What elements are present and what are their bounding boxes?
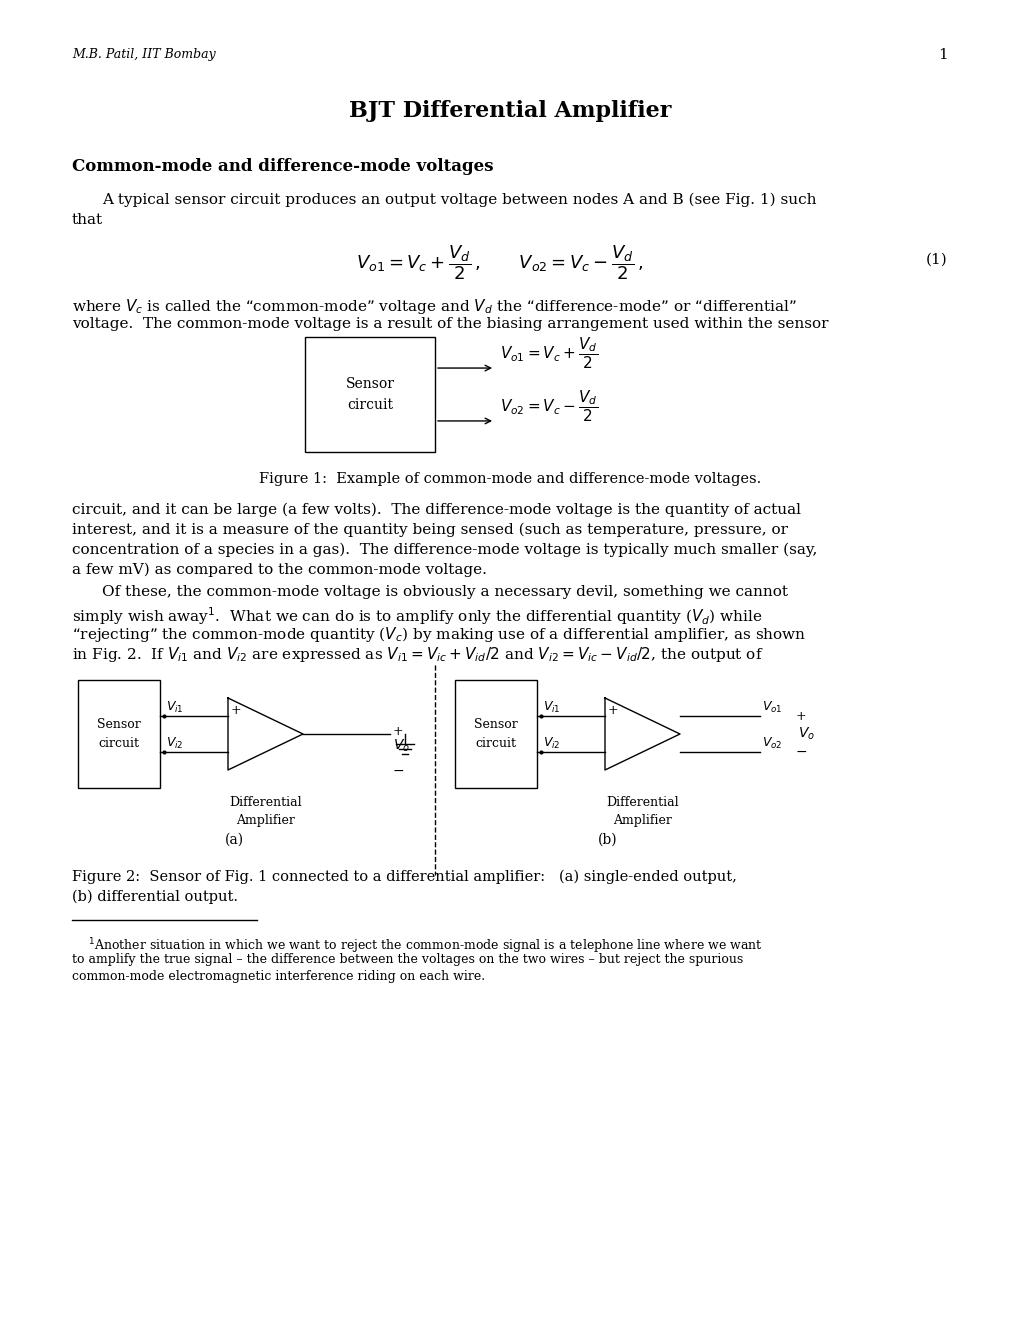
Text: $V_{i2}$: $V_{i2}$ bbox=[166, 737, 183, 751]
Text: $^1$Another situation in which we want to reject the common-mode signal is a tel: $^1$Another situation in which we want t… bbox=[88, 936, 762, 956]
Text: 1: 1 bbox=[937, 48, 947, 62]
Bar bbox=[305, 337, 434, 451]
Text: interest, and it is a measure of the quantity being sensed (such as temperature,: interest, and it is a measure of the qua… bbox=[72, 523, 788, 537]
Text: voltage.  The common-mode voltage is a result of the biasing arrangement used wi: voltage. The common-mode voltage is a re… bbox=[72, 317, 827, 331]
Text: +: + bbox=[392, 725, 404, 738]
Text: M.B. Patil, IIT Bombay: M.B. Patil, IIT Bombay bbox=[72, 48, 216, 61]
Text: −: − bbox=[795, 744, 807, 759]
Polygon shape bbox=[604, 698, 680, 770]
Text: simply wish away$^1$.  What we can do is to amplify only the differential quanti: simply wish away$^1$. What we can do is … bbox=[72, 605, 761, 627]
Bar bbox=[77, 680, 160, 788]
Text: (a): (a) bbox=[224, 833, 244, 847]
Text: a few mV) as compared to the common-mode voltage.: a few mV) as compared to the common-mode… bbox=[72, 564, 486, 577]
Text: A typical sensor circuit produces an output voltage between nodes A and B (see F: A typical sensor circuit produces an out… bbox=[102, 193, 815, 207]
Text: (1): (1) bbox=[925, 253, 947, 267]
Text: (b): (b) bbox=[597, 833, 616, 847]
Text: BJT Differential Amplifier: BJT Differential Amplifier bbox=[348, 100, 671, 121]
Text: +: + bbox=[795, 710, 806, 722]
Text: $V_{o1} = V_c + \dfrac{V_d}{2}$: $V_{o1} = V_c + \dfrac{V_d}{2}$ bbox=[499, 335, 597, 371]
Text: $V_{o1} = V_c + \dfrac{V_d}{2}\,, \qquad V_{o2} = V_c - \dfrac{V_d}{2}\,,$: $V_{o1} = V_c + \dfrac{V_d}{2}\,, \qquad… bbox=[356, 243, 643, 281]
Text: +: + bbox=[607, 704, 618, 717]
Text: Sensor
circuit: Sensor circuit bbox=[97, 718, 141, 750]
Text: “rejecting” the common-mode quantity ($V_c$) by making use of a differential amp: “rejecting” the common-mode quantity ($V… bbox=[72, 624, 806, 644]
Text: Sensor
circuit: Sensor circuit bbox=[474, 718, 518, 750]
Text: Figure 1:  Example of common-mode and difference-mode voltages.: Figure 1: Example of common-mode and dif… bbox=[259, 473, 760, 486]
Text: Of these, the common-mode voltage is obviously a necessary devil, something we c: Of these, the common-mode voltage is obv… bbox=[102, 585, 788, 599]
Text: $V_{i2}$: $V_{i2}$ bbox=[542, 737, 560, 751]
Text: $V_{o1}$: $V_{o1}$ bbox=[761, 700, 782, 715]
Text: +: + bbox=[230, 704, 242, 717]
Text: $V_{i1}$: $V_{i1}$ bbox=[542, 700, 560, 715]
Bar bbox=[454, 680, 536, 788]
Text: −: − bbox=[392, 764, 405, 777]
Text: circuit, and it can be large (a few volts).  The difference-mode voltage is the : circuit, and it can be large (a few volt… bbox=[72, 503, 800, 517]
Text: Figure 2:  Sensor of Fig. 1 connected to a differential amplifier:   (a) single-: Figure 2: Sensor of Fig. 1 connected to … bbox=[72, 870, 736, 884]
Text: Common-mode and difference-mode voltages: Common-mode and difference-mode voltages bbox=[72, 158, 493, 176]
Text: Differential
Amplifier: Differential Amplifier bbox=[605, 796, 679, 828]
Text: in Fig. 2.  If $V_{i1}$ and $V_{i2}$ are expressed as $V_{i1} = V_{ic} + V_{id}/: in Fig. 2. If $V_{i1}$ and $V_{i2}$ are … bbox=[72, 645, 763, 664]
Text: $V_{o2}$: $V_{o2}$ bbox=[761, 737, 782, 751]
Text: concentration of a species in a gas).  The difference-mode voltage is typically : concentration of a species in a gas). Th… bbox=[72, 543, 816, 557]
Polygon shape bbox=[228, 698, 303, 770]
Text: that: that bbox=[72, 213, 103, 227]
Text: Sensor
circuit: Sensor circuit bbox=[345, 378, 394, 412]
Text: $V_{i1}$: $V_{i1}$ bbox=[166, 700, 183, 715]
Text: common-mode electromagnetic interference riding on each wire.: common-mode electromagnetic interference… bbox=[72, 970, 485, 983]
Text: $V_o$: $V_o$ bbox=[392, 738, 410, 755]
Text: where $V_c$ is called the “common-mode” voltage and $V_d$ the “difference-mode” : where $V_c$ is called the “common-mode” … bbox=[72, 297, 796, 315]
Text: $V_{o2} = V_c - \dfrac{V_d}{2}$: $V_{o2} = V_c - \dfrac{V_d}{2}$ bbox=[499, 388, 597, 424]
Text: Differential
Amplifier: Differential Amplifier bbox=[229, 796, 302, 828]
Text: to amplify the true signal – the difference between the voltages on the two wire: to amplify the true signal – the differe… bbox=[72, 953, 743, 966]
Text: (b) differential output.: (b) differential output. bbox=[72, 890, 237, 904]
Text: $V_o$: $V_o$ bbox=[797, 726, 814, 742]
